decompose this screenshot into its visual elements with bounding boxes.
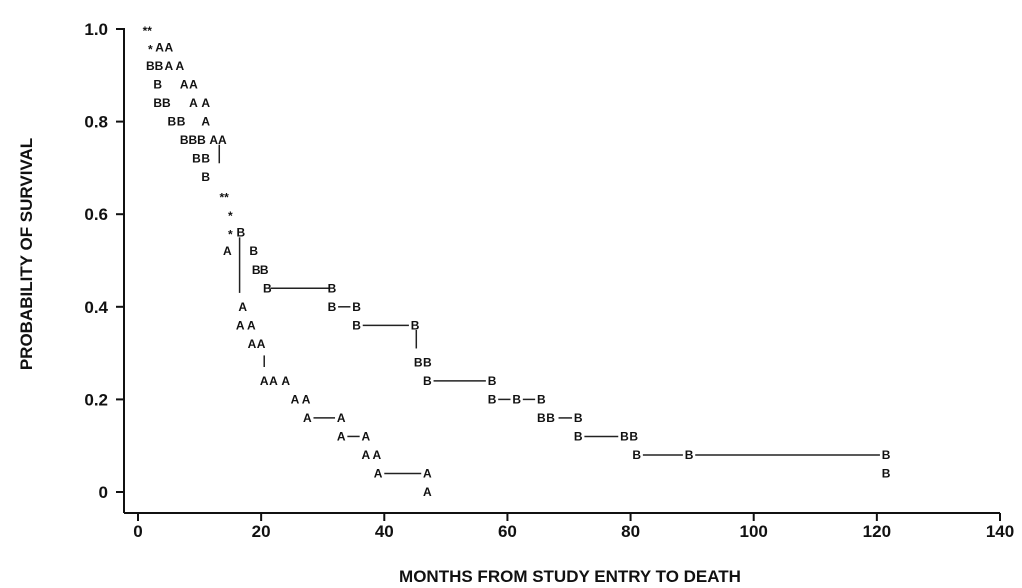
series-a-point: A <box>248 337 257 351</box>
series-b-point: B <box>620 429 629 443</box>
series-b-point: B <box>488 392 497 406</box>
series-b-point: B <box>153 96 162 110</box>
series-a-point: A <box>164 59 173 73</box>
series-a-point: A <box>176 59 185 73</box>
x-tick-label: 0 <box>133 522 142 541</box>
series-a-point: A <box>269 374 278 388</box>
tied-event-marker: ** <box>143 24 153 38</box>
series-b-point: B <box>632 448 641 462</box>
series-b-point: B <box>423 374 432 388</box>
series-b-point: B <box>180 133 189 147</box>
series-b-point: B <box>201 152 210 166</box>
series-b-point: B <box>537 411 546 425</box>
series-b-point: B <box>488 374 497 388</box>
y-tick-label: 0.4 <box>84 298 108 317</box>
series-b-point: B <box>352 318 361 332</box>
y-axis-title: PROBABILITY OF SURVIVAL <box>17 138 36 370</box>
series-a-point: A <box>189 96 198 110</box>
series-b-point: B <box>155 59 164 73</box>
series-b-point: B <box>188 133 197 147</box>
x-tick-label: 60 <box>498 522 517 541</box>
series-b-point: B <box>168 115 177 129</box>
series-b-point: B <box>236 226 245 240</box>
series-a-point: A <box>337 429 346 443</box>
series-b-point: B <box>882 466 891 480</box>
series-b-point: B <box>546 411 555 425</box>
series-b-point: B <box>201 170 210 184</box>
series-a-point: A <box>337 411 346 425</box>
series-b-point: B <box>574 429 583 443</box>
series-a-point: A <box>291 392 300 406</box>
series-b-point: B <box>146 59 155 73</box>
series-b-point: B <box>260 263 269 277</box>
series-b-point: B <box>685 448 694 462</box>
series-a-point: A <box>260 374 269 388</box>
series-b-point: B <box>411 318 420 332</box>
series-a-point: A <box>209 133 218 147</box>
x-tick-label: 20 <box>252 522 271 541</box>
y-tick-label: 1.0 <box>84 20 108 39</box>
x-tick-label: 100 <box>740 522 768 541</box>
series-a-point: A <box>247 318 256 332</box>
series-a-point: A <box>201 115 210 129</box>
series-b-point: B <box>328 300 337 314</box>
x-axis: 0 20 40 60 80 100 120 140 <box>124 512 1014 541</box>
series-a-point: A <box>423 485 432 499</box>
series-b-point: B <box>252 263 261 277</box>
series-a-point: A <box>218 133 227 147</box>
series-b-point: B <box>177 115 186 129</box>
x-tick-label: 80 <box>621 522 640 541</box>
series-b-point: B <box>153 78 162 92</box>
series-a-point: A <box>189 78 198 92</box>
series-a-point: A <box>302 392 311 406</box>
series-b-point: B <box>263 281 272 295</box>
series-a-point: A <box>257 337 266 351</box>
series-b-point: B <box>352 300 361 314</box>
series-b-point: B <box>574 411 583 425</box>
series-a-point: A <box>201 96 210 110</box>
series-a-point: A <box>236 318 245 332</box>
series-a-point: A <box>238 300 247 314</box>
x-tick-label: 140 <box>986 522 1014 541</box>
y-tick-label: 0.2 <box>84 390 108 409</box>
series-a-point: A <box>361 448 370 462</box>
series-b-point: B <box>192 152 201 166</box>
series-a-point: A <box>180 78 189 92</box>
series-b-point: B <box>423 355 432 369</box>
series-b-point: B <box>629 429 638 443</box>
series-a-point: A <box>374 466 383 480</box>
y-tick-label: 0.8 <box>84 113 108 132</box>
series-a-point: A <box>361 429 370 443</box>
series-b-point: B <box>328 281 337 295</box>
tied-event-marker: ** <box>220 191 230 205</box>
series-a-point: A <box>303 411 312 425</box>
tied-event-marker: * <box>228 228 233 242</box>
y-tick-label: 0 <box>99 483 108 502</box>
step-connectors <box>218 144 880 475</box>
series-a-point: A <box>281 374 290 388</box>
series-b-point: B <box>512 392 521 406</box>
series-a-point: A <box>155 41 164 55</box>
y-axis: 0 0.2 0.4 0.6 0.8 1.0 <box>84 20 125 513</box>
tied-event-marker: * <box>148 43 153 57</box>
series-b-point: B <box>249 244 258 258</box>
series-b-point: B <box>882 448 891 462</box>
x-axis-title: MONTHS FROM STUDY ENTRY TO DEATH <box>399 567 741 586</box>
tied-event-marker: * <box>228 209 233 223</box>
series-b-point: B <box>537 392 546 406</box>
series-a-point: A <box>423 466 432 480</box>
y-tick-label: 0.6 <box>84 205 108 224</box>
series-a-point: A <box>373 448 382 462</box>
x-tick-label: 120 <box>863 522 891 541</box>
series-a-point: A <box>223 244 232 258</box>
x-tick-label: 40 <box>375 522 394 541</box>
series-b-point: B <box>197 133 206 147</box>
series-b-point: B <box>414 355 423 369</box>
series-a-point: A <box>164 41 173 55</box>
series-b-point: B <box>162 96 171 110</box>
